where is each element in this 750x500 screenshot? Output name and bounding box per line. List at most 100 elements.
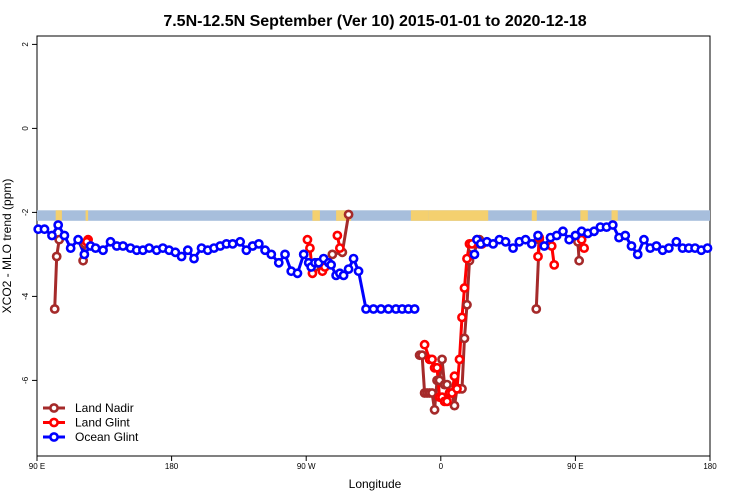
land-glint-point	[332, 230, 343, 241]
ocean-glint-point	[368, 304, 379, 314]
land-glint-point	[462, 253, 472, 264]
legend-label: Land Glint	[75, 416, 130, 430]
land-nadir-point	[429, 404, 440, 415]
ocean-glint-point	[338, 270, 349, 281]
land-band-segment	[312, 210, 320, 221]
x-tick-label: 90 E	[567, 462, 583, 471]
ocean-glint-point	[47, 230, 57, 241]
ocean-glint-point	[353, 266, 364, 277]
ocean-glint-point	[90, 243, 101, 253]
ocean-glint-point	[189, 253, 199, 264]
ocean-glint-point	[607, 220, 618, 230]
ocean-glint-point	[326, 259, 337, 270]
series-layer	[33, 209, 713, 415]
ocean-glint-point	[144, 243, 155, 253]
axes: 2 0 -2 -4 -6 90 E 180 90 W 0 90 E 180	[21, 42, 717, 471]
land-band-segment	[85, 210, 89, 221]
ocean-glint-point	[170, 247, 181, 258]
land-nadir-point	[327, 249, 338, 260]
legend-marker	[49, 403, 59, 413]
land-nadir-point	[459, 333, 470, 344]
ocean-band	[37, 210, 710, 221]
land-glint-point	[449, 371, 460, 382]
ocean-glint-point	[176, 251, 187, 262]
ocean-glint-point	[533, 230, 543, 241]
ocean-glint-point	[539, 241, 550, 251]
x-tick-label: 90 W	[297, 462, 316, 471]
land-glint-point	[302, 234, 313, 245]
land-glint-point	[427, 354, 437, 365]
ocean-glint-point	[551, 230, 562, 241]
land-band-segment	[428, 210, 489, 221]
land-nadir-point	[449, 400, 460, 411]
legend-label: Land Nadir	[75, 401, 134, 415]
land-nadir-point	[51, 251, 62, 262]
ocean-glint-point	[280, 249, 290, 260]
ocean-glint-point	[39, 224, 50, 235]
land-glint-point	[419, 339, 430, 350]
land-band-segment	[531, 210, 537, 221]
ocean-glint-point	[241, 245, 252, 256]
x-tick-label: 180	[165, 462, 179, 471]
ocean-glint-point	[500, 236, 511, 247]
ocean-glint-point	[488, 238, 499, 249]
land-nadir-point	[574, 255, 585, 266]
ocean-glint-point	[376, 304, 386, 314]
land-band-segment	[55, 210, 62, 221]
land-glint-point	[454, 354, 465, 365]
ocean-glint-point	[651, 241, 662, 251]
chart-title: 7.5N-12.5N September (Ver 10) 2015-01-01…	[163, 13, 586, 30]
ocean-glint-point	[227, 238, 238, 249]
land-glint-point	[305, 243, 315, 253]
y-tick-label: 2	[21, 42, 30, 47]
x-axis-label: Longitude	[349, 477, 402, 491]
ocean-glint-point	[253, 238, 264, 249]
land-nadir-point	[427, 388, 437, 398]
y-tick-label: -2	[21, 208, 30, 216]
land-nadir-point	[462, 299, 472, 310]
ocean-glint-point	[73, 234, 84, 245]
ocean-glint-point	[526, 238, 537, 249]
ocean-glint-point	[620, 230, 631, 241]
ocean-glint-point	[79, 249, 90, 260]
land-glint-point	[457, 312, 467, 323]
land-band-segment	[410, 210, 429, 221]
ocean-glint-point	[558, 226, 568, 237]
land-nadir-point	[343, 209, 354, 220]
land-band-segment	[611, 210, 618, 221]
ocean-glint-point	[98, 245, 108, 256]
ocean-glint-point	[235, 236, 246, 247]
land-glint-point	[549, 259, 560, 270]
ocean-glint-point	[53, 220, 64, 230]
ocean-glint-point	[361, 304, 371, 314]
ocean-glint-point	[298, 249, 309, 260]
legend-marker	[49, 417, 59, 428]
ocean-glint-point	[383, 304, 394, 314]
ocean-glint-point	[266, 249, 277, 260]
ocean-glint-point	[59, 230, 70, 241]
land-nadir-point	[49, 304, 60, 314]
x-tick-label: 180	[703, 462, 717, 471]
ocean-glint-point	[273, 257, 284, 268]
land-nadir-line	[53, 239, 61, 310]
land-glint-point	[459, 283, 470, 293]
land-nadir-point	[531, 304, 542, 314]
ocean-glint-point	[469, 249, 480, 260]
ocean-glint-point	[348, 253, 359, 264]
land-glint-point	[546, 241, 557, 251]
land-glint-point	[334, 243, 345, 253]
ocean-glint-point	[409, 304, 420, 314]
land-glint-point	[533, 251, 543, 262]
land-ocean-band	[37, 210, 710, 221]
ocean-glint-point	[663, 243, 674, 253]
y-tick-label: -4	[21, 292, 30, 300]
ocean-glint-point	[671, 236, 682, 247]
ocean-glint-point	[508, 243, 518, 253]
y-tick-label: 0	[21, 126, 30, 131]
land-glint-point	[452, 383, 462, 394]
ocean-glint-point	[520, 234, 531, 245]
land-band-segment	[336, 210, 352, 221]
ocean-glint-point	[182, 245, 193, 256]
ocean-glint-point	[626, 241, 637, 251]
